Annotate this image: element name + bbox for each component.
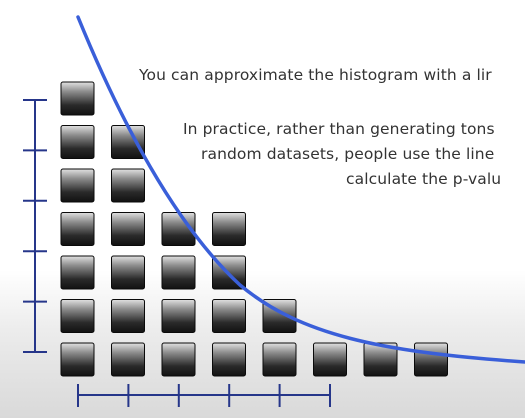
histogram-block xyxy=(111,255,145,290)
histogram-block xyxy=(60,168,95,203)
histogram-block xyxy=(161,342,196,377)
histogram-block xyxy=(161,299,196,333)
histogram-block xyxy=(313,342,347,377)
caption-line-2: In practice, rather than generating tons xyxy=(183,120,495,138)
x-axis xyxy=(77,384,331,407)
histogram-block xyxy=(111,168,145,203)
caption-line-3: random datasets, people use the line xyxy=(201,145,495,163)
histogram-block xyxy=(414,342,448,377)
histogram-block xyxy=(111,299,145,333)
histogram-block xyxy=(60,299,95,333)
histogram-block xyxy=(60,342,95,377)
histogram-block xyxy=(161,255,196,290)
histogram-block xyxy=(363,342,398,377)
y-axis xyxy=(23,99,47,353)
histogram-block xyxy=(212,212,246,246)
histogram-block xyxy=(111,125,145,159)
histogram-block xyxy=(60,81,95,116)
histogram-block xyxy=(60,125,95,159)
histogram-block xyxy=(60,255,95,290)
approximation-curve xyxy=(76,15,525,364)
histogram-blocks xyxy=(60,81,448,377)
caption-line-4: calculate the p-valu xyxy=(346,170,502,188)
histogram-block xyxy=(262,342,297,377)
histogram-block xyxy=(111,212,145,246)
histogram-block xyxy=(60,212,95,246)
histogram-block xyxy=(111,342,145,377)
histogram-block xyxy=(212,299,246,333)
histogram-block xyxy=(212,342,246,377)
caption-line-1: You can approximate the histogram with a… xyxy=(139,66,492,84)
